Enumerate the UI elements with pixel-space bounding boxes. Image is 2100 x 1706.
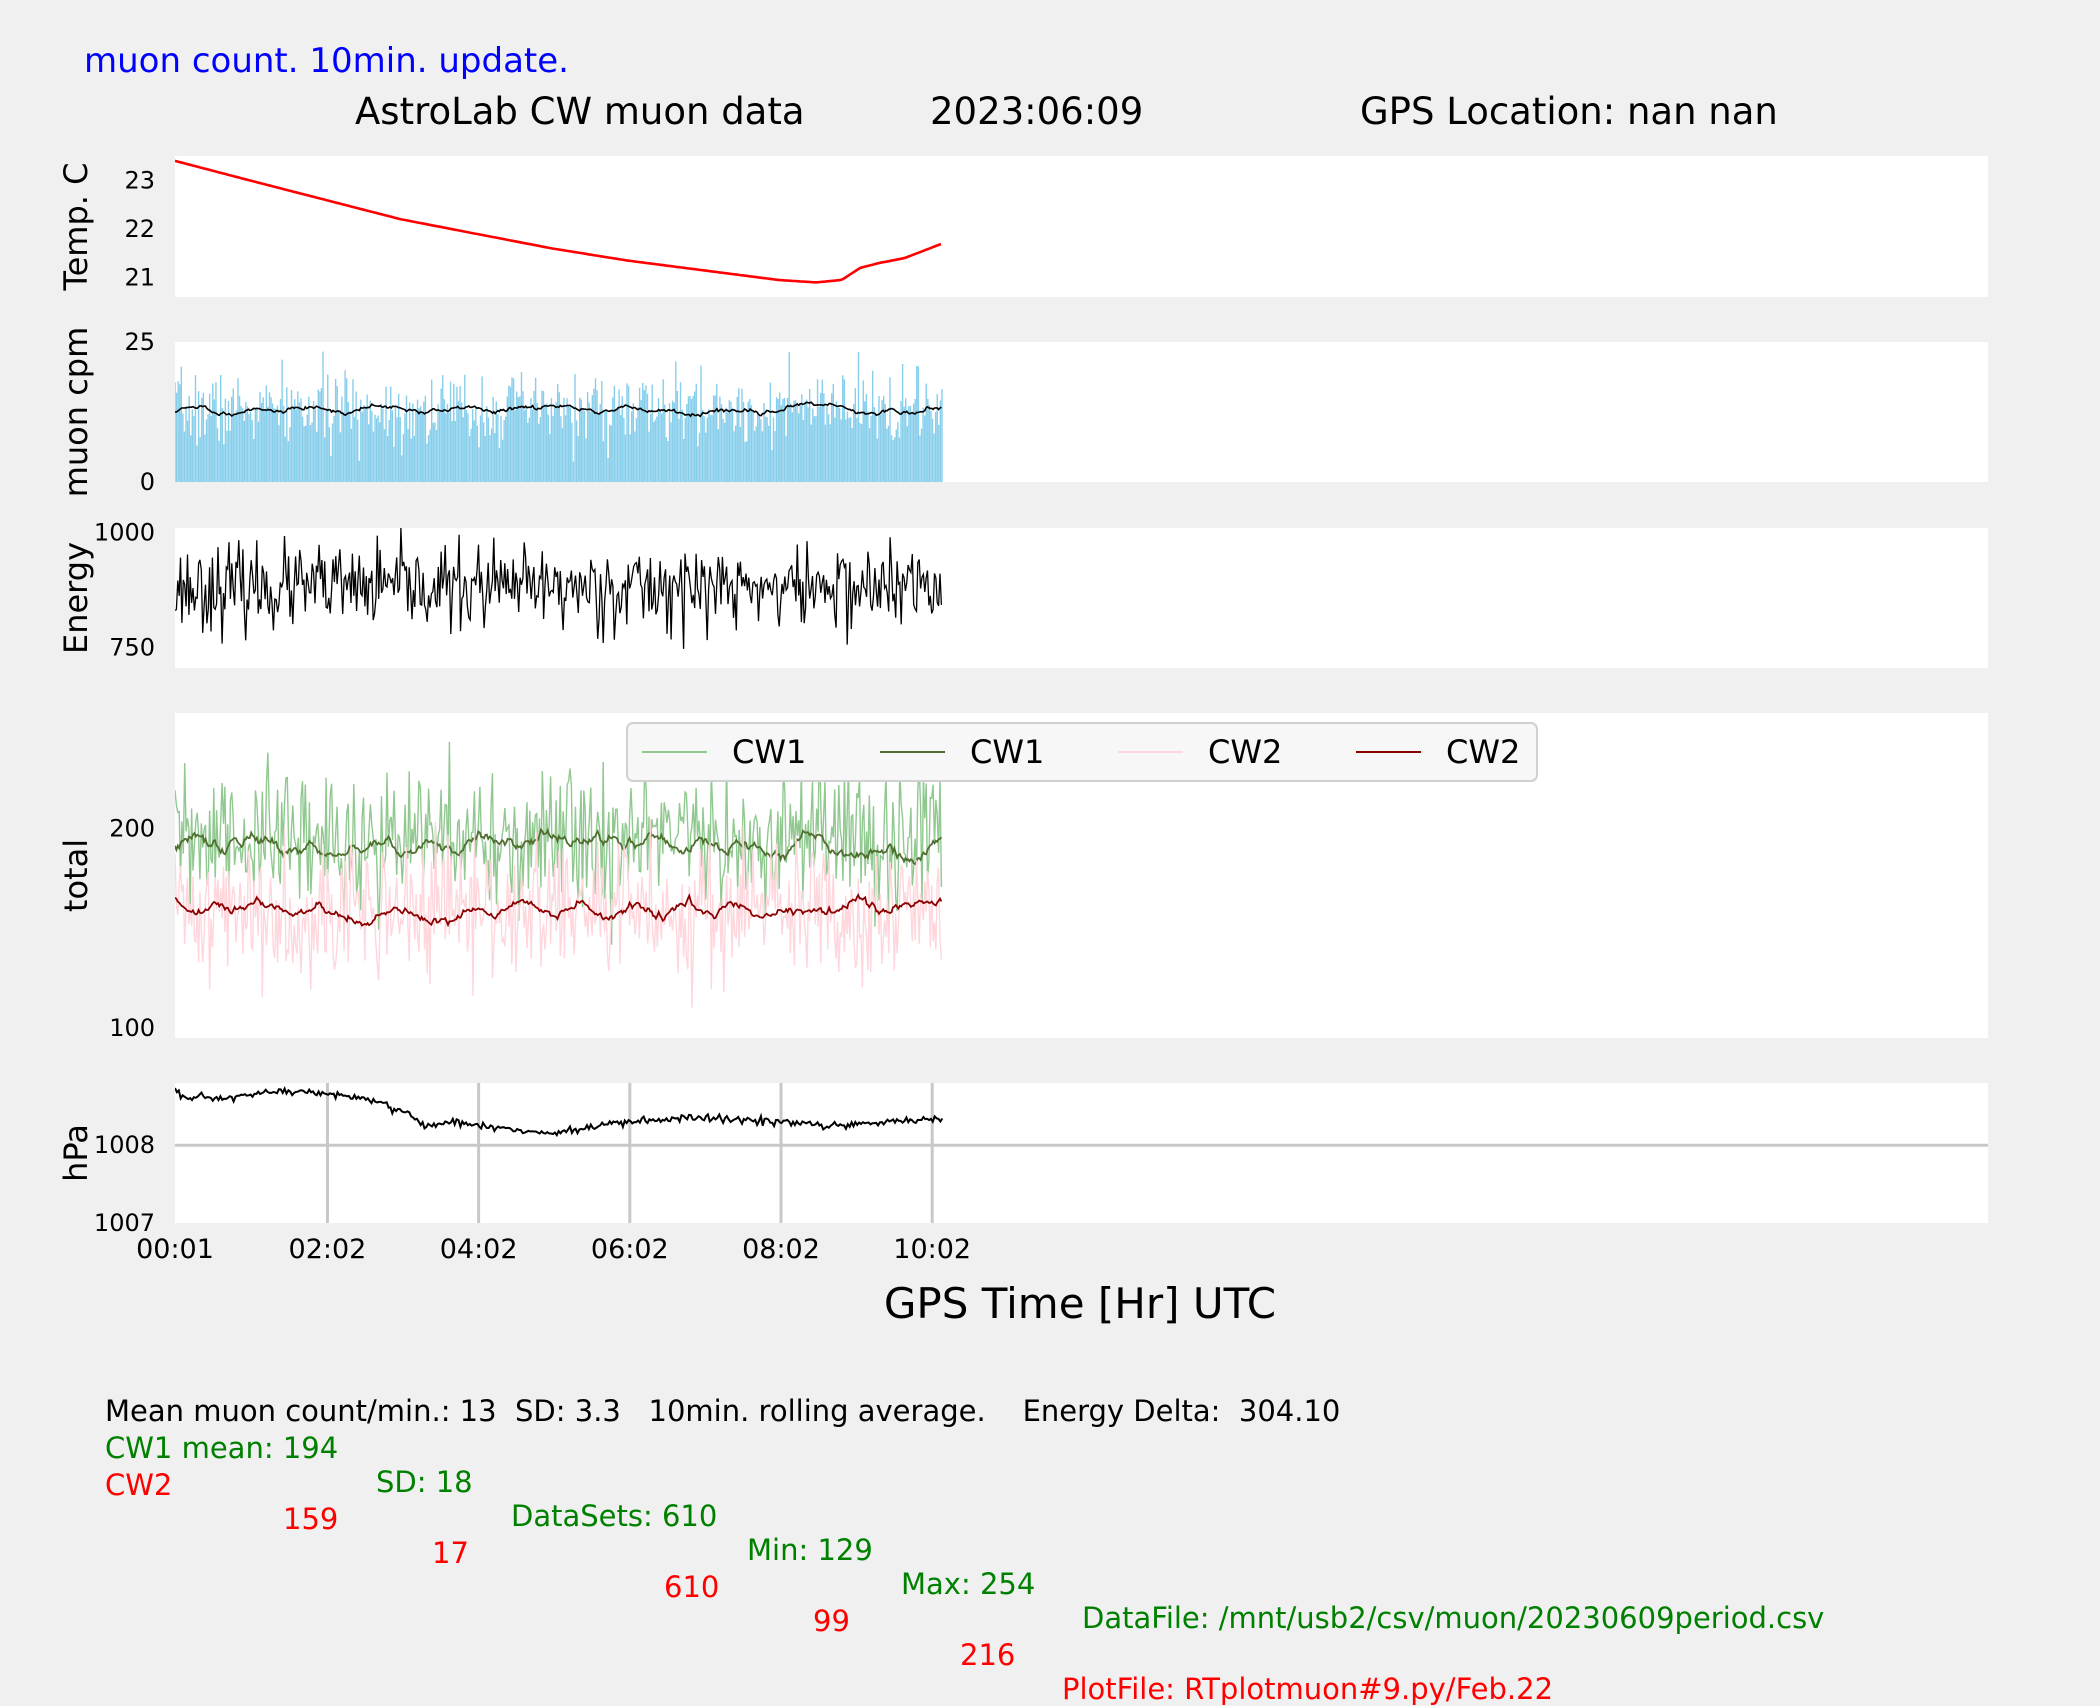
x-tick-label: 00:01 [136, 1234, 214, 1265]
panel-total: 100 200 total CW1 CW1 CW2 CW2 [57, 713, 1988, 1042]
muon-chart: muon count. 10min. update. AstroLab CW m… [57, 41, 1988, 1328]
y-axis-label: Energy [57, 542, 95, 654]
panel-temperature: 21 22 23 Temp. C [57, 156, 1988, 297]
panel-background-energy [175, 528, 1988, 668]
stats-line-1: Mean muon count/min.: 13 SD: 3.3 10min. … [105, 1360, 1340, 1428]
series-rolling-total [175, 892, 943, 928]
y-tick-label: 25 [124, 328, 155, 356]
series-group-pressure [175, 1085, 944, 1138]
cw1-max: Max: 254 [901, 1567, 1036, 1601]
cw1-datasets: DataSets: 610 [511, 1499, 718, 1533]
legend-box [626, 722, 1538, 782]
chart-date: 2023:06:09 [930, 90, 1143, 133]
series-group-muon_cpm [175, 351, 943, 482]
x-tick-label: 04:02 [440, 1234, 518, 1265]
series-noise-energy [175, 528, 943, 649]
cw2-datasets: 610 [664, 1570, 720, 1604]
cw2-mean: 159 [283, 1502, 339, 1536]
cw2-min: 99 [813, 1604, 850, 1638]
series-line-pressure [175, 1085, 944, 1138]
panel-muon_cpm: 0 25 muon cpm [57, 327, 1988, 498]
cw2-label: CW2 [105, 1468, 173, 1502]
chart-subtitle: muon count. 10min. update. [84, 41, 569, 81]
series-noise-total [175, 819, 943, 1008]
cw1-mean: CW1 mean: 194 [105, 1431, 339, 1465]
legend-label: CW1 [732, 733, 806, 771]
legend-label: CW1 [970, 733, 1044, 771]
panel-background-pressure [175, 1083, 1988, 1223]
cw1-sd: SD: 18 [376, 1465, 473, 1499]
y-axis-label: Temp. C [57, 163, 95, 292]
y-axis-label: total [57, 839, 95, 912]
y-tick-label: 22 [124, 215, 155, 243]
x-axis-label: GPS Time [Hr] UTC [884, 1279, 1276, 1328]
y-tick-label: 750 [109, 633, 155, 661]
cw2-sd: 17 [432, 1536, 469, 1570]
y-tick-label: 0 [140, 468, 155, 496]
cw2-plotfile: PlotFile: RTplotmuon#9.py/Feb.22 [1062, 1672, 1554, 1706]
chart-title: AstroLab CW muon data [355, 90, 805, 133]
y-tick-label: 23 [124, 166, 155, 194]
legend-label: CW2 [1208, 733, 1282, 771]
cw1-min: Min: 129 [747, 1533, 873, 1567]
y-tick-label: 1007 [94, 1209, 155, 1237]
y-tick-label: 100 [109, 1014, 155, 1042]
panel-background-temperature [175, 156, 1988, 297]
y-axis-label: hPa [57, 1124, 95, 1182]
x-tick-label: 08:02 [742, 1234, 820, 1265]
series-group-total [175, 735, 943, 1008]
series-group-temperature [175, 159, 942, 284]
cw1-datafile: DataFile: /mnt/usb2/csv/muon/20230609per… [1082, 1601, 1825, 1635]
series-line-temperature [175, 159, 942, 284]
series-rolling-muon_cpm [175, 401, 942, 418]
y-tick-label: 200 [109, 815, 155, 843]
series-group-energy [175, 528, 943, 649]
x-tick-label: 02:02 [289, 1234, 367, 1265]
cw2-max: 216 [960, 1638, 1016, 1672]
y-tick-label: 1000 [94, 519, 155, 547]
y-axis-label: muon cpm [57, 327, 95, 498]
x-tick-label: 06:02 [591, 1234, 669, 1265]
stats-cw2: CW2 159 17 610 99 216 PlotFile: RTplotmu… [105, 1434, 1553, 1706]
x-tick-label: 10:02 [893, 1234, 971, 1265]
series-rolling-total [175, 827, 943, 866]
y-tick-label: 21 [124, 264, 155, 292]
legend-label: CW2 [1446, 733, 1520, 771]
y-tick-label: 1008 [94, 1131, 155, 1159]
stats-summary: Mean muon count/min.: 13 SD: 3.3 10min. … [105, 1394, 1341, 1428]
gps-location: GPS Location: nan nan [1360, 90, 1778, 133]
